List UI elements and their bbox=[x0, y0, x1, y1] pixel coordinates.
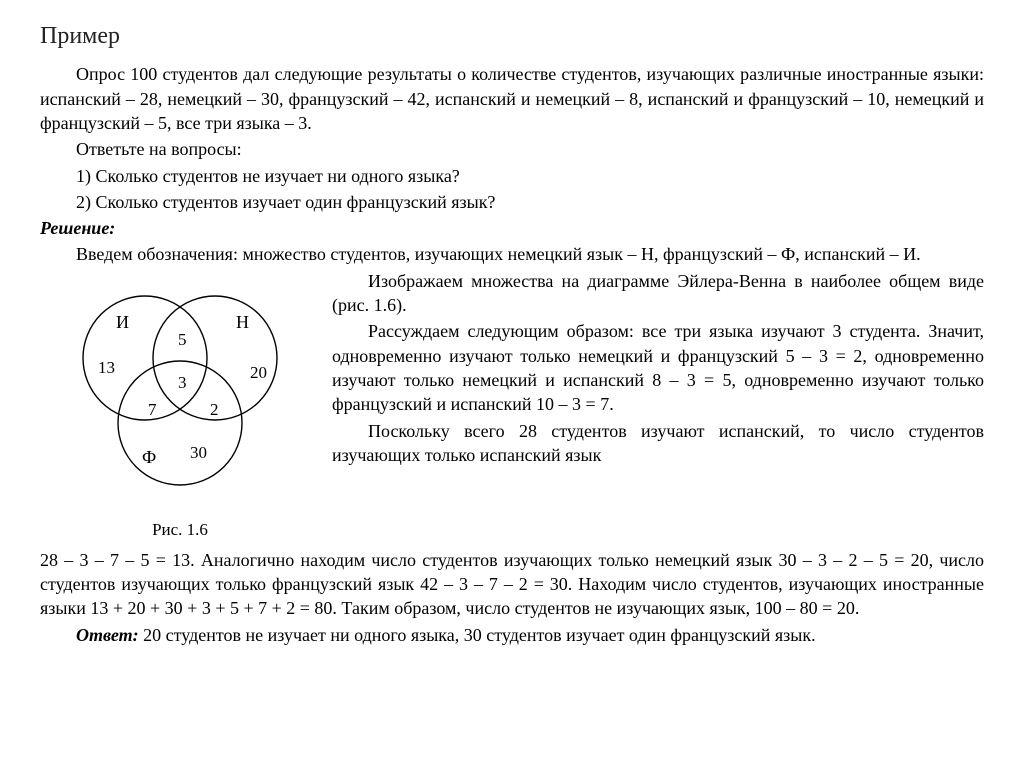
svg-text:2: 2 bbox=[210, 400, 219, 419]
svg-text:И: И bbox=[116, 312, 129, 332]
venn-figure-block: И Н Ф 13 20 30 5 7 2 3 Рис. 1.6 bbox=[40, 273, 320, 542]
svg-text:30: 30 bbox=[190, 443, 207, 462]
question-prompt: Ответьте на вопросы: bbox=[40, 137, 984, 161]
answer-paragraph: Ответ: 20 студентов не изучает ни одного… bbox=[40, 623, 984, 647]
figure-caption: Рис. 1.6 bbox=[40, 519, 320, 542]
svg-text:5: 5 bbox=[178, 330, 187, 349]
svg-text:Н: Н bbox=[236, 312, 249, 332]
svg-text:20: 20 bbox=[250, 363, 267, 382]
answer-label: Ответ: bbox=[76, 625, 139, 645]
svg-text:3: 3 bbox=[178, 373, 187, 392]
venn-diagram: И Н Ф 13 20 30 5 7 2 3 bbox=[50, 273, 310, 513]
computation-paragraph: 28 – 3 – 7 – 5 = 13. Аналогично находим … bbox=[40, 548, 984, 621]
problem-statement: Опрос 100 студентов дал следующие резуль… bbox=[40, 62, 984, 135]
svg-text:Ф: Ф bbox=[142, 447, 156, 467]
solution-label: Решение: bbox=[40, 216, 984, 240]
example-heading: Пример bbox=[40, 20, 984, 52]
answer-text: 20 студентов не изучает ни одного языка,… bbox=[139, 625, 816, 645]
question-2: 2) Сколько студентов изучает один францу… bbox=[40, 190, 984, 214]
svg-text:13: 13 bbox=[98, 358, 115, 377]
svg-text:7: 7 bbox=[148, 400, 157, 419]
question-1: 1) Сколько студентов не изучает ни одног… bbox=[40, 164, 984, 188]
notation-paragraph: Введем обозначения: множество студентов,… bbox=[40, 242, 984, 266]
